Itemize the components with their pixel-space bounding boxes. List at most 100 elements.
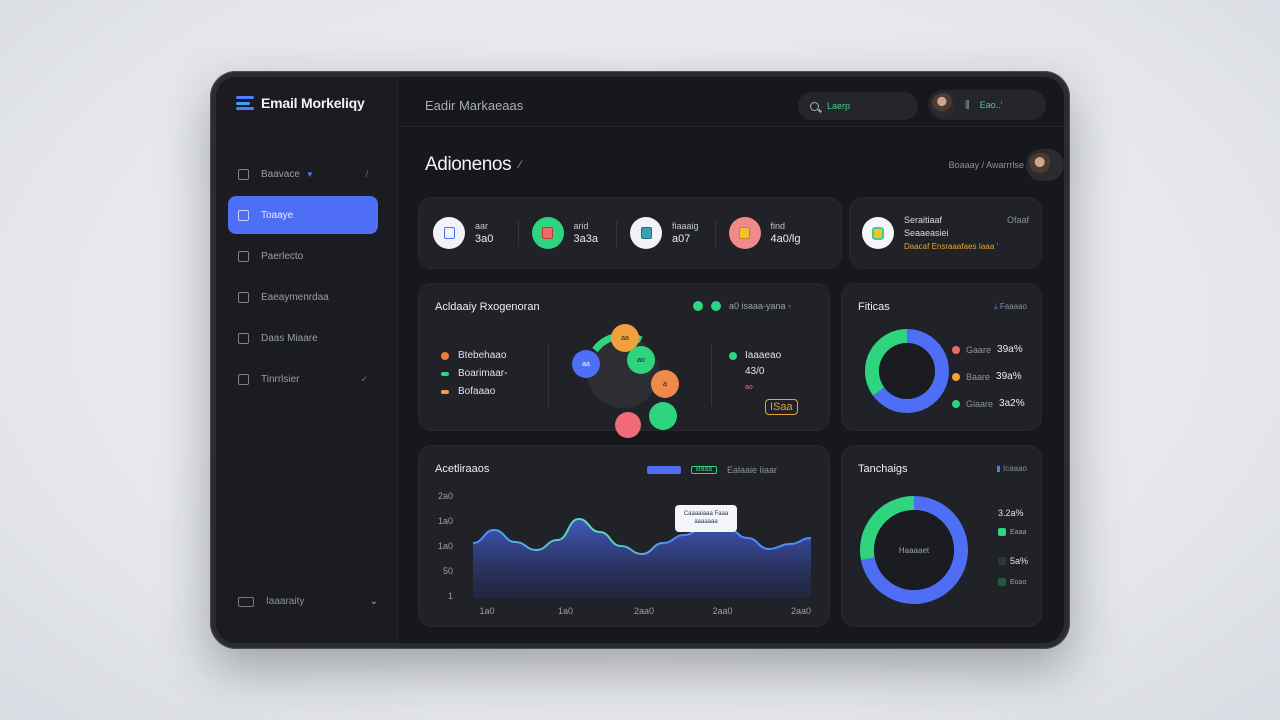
analytics-legend[interactable]: Baaa Ealaaie Iiaar — [647, 465, 777, 475]
analytics-title: Acetliraaos — [435, 463, 490, 475]
sidebar-item-2[interactable]: Toaaye — [228, 196, 378, 234]
bubble[interactable]: a — [651, 370, 679, 398]
promo-side: Ofaaf — [1006, 214, 1029, 225]
x-tick-label: 2aa0 — [791, 606, 811, 616]
x-tick-label: 1a0 — [479, 606, 494, 616]
tag-icon — [728, 217, 761, 249]
sidebar-item-5[interactable]: Daas Miaare — [228, 319, 378, 357]
legend-item: Baare 39a% — [952, 371, 1022, 382]
channels-link[interactable]: ▮ Icaaao — [996, 464, 1027, 473]
y-tick-label: 50 — [443, 566, 453, 576]
donut-slice-1[interactable] — [865, 329, 908, 396]
audience-legend-text: a0 isaaa-yana ◦ — [729, 301, 792, 311]
x-tick-label: 2aa0 — [712, 606, 732, 616]
legend-label: 3.2a% — [998, 508, 1024, 518]
status-badge[interactable]: ISaa — [765, 399, 798, 415]
notification-dot-icon: ▼ — [305, 169, 314, 179]
stat-item[interactable]: find 4a0/lg — [714, 217, 828, 249]
badge-icon — [862, 217, 894, 249]
y-tick-label: 1a0 — [438, 541, 453, 551]
promo-line2: Seaaeasiei — [904, 227, 949, 238]
tablet-frame: Email Morkeliqy Baavace ▼ / Toaaye Paerl… — [210, 71, 1070, 649]
chevron-icon: / — [365, 169, 368, 179]
sidebar-item-label: Daas Miaare — [261, 332, 318, 344]
brand[interactable]: Email Morkeliqy — [236, 95, 365, 111]
sidebar-item-4[interactable]: Eaeaymenrdaa — [228, 278, 378, 316]
fitness-donut-chart — [865, 329, 949, 413]
calendar-icon — [238, 291, 249, 303]
main-content: Adionenos ⁄ Boaaay / Awarrrlse aar 3a0 — [398, 127, 1064, 643]
donut-center-label: Haaaaet — [899, 546, 930, 555]
legend-value: 3a2% — [999, 398, 1025, 409]
stats-card: aar 3a0 arid 3a3a fiaaaig a07 — [418, 197, 842, 269]
legend-label: Giaare — [966, 398, 994, 409]
legend-text: Ealaaie Iiaar — [727, 465, 778, 475]
columns-icon: ⫼ — [965, 99, 970, 111]
audience-legend[interactable]: a0 isaaa-yana ◦ — [693, 301, 791, 311]
stat-label: aar — [475, 221, 489, 231]
edit-icon[interactable]: ⁄ — [519, 159, 521, 171]
fitness-link-text: Faaaao — [999, 302, 1027, 311]
stat-item[interactable]: aar 3a0 — [433, 217, 532, 249]
sidebar-item-6[interactable]: Tinrrlsier ✓ — [228, 360, 378, 398]
stat-text: aar 3a0 — [475, 220, 493, 246]
search-input[interactable]: Laerp — [798, 92, 918, 120]
sidebar-footer[interactable]: Iaaaraity ⌄ — [238, 596, 378, 607]
donut-slice-0[interactable] — [860, 496, 968, 604]
app-screen: Email Morkeliqy Baavace ▼ / Toaaye Paerl… — [216, 77, 1064, 643]
donut-center — [879, 343, 935, 399]
fitness-link[interactable]: ⤓ Faaaao — [994, 302, 1027, 312]
fitness-title: Fiticas — [858, 301, 890, 313]
page-title: Adionenos ⁄ — [425, 154, 521, 176]
promo-card[interactable]: Seraitiaaf Ofaaf Seaaeasiei Daacaf Ensra… — [849, 197, 1042, 269]
menu-stack-icon — [236, 96, 254, 110]
legend-label: Eaaa — [1010, 528, 1027, 536]
audience-title: Acldaaiy Rxogenoran — [435, 301, 540, 313]
audience-summary: Iaaaeao 43/0 ao — [729, 348, 781, 396]
profile-button[interactable] — [1026, 149, 1064, 181]
document-icon — [433, 217, 465, 249]
stat-label: fiaaaig — [672, 221, 699, 231]
sidebar-item-label: Tinrrlsier — [261, 373, 300, 385]
green-dot-icon — [711, 301, 721, 311]
sidebar-item-1[interactable]: Baavace ▼ / — [228, 155, 378, 193]
bubble[interactable]: aa — [572, 350, 600, 378]
promo-title: Seraitiaaf — [904, 214, 943, 225]
legend-swatch — [998, 528, 1006, 536]
legend-value: 39a% — [996, 371, 1022, 382]
legend-label: 5a% — [1010, 556, 1029, 566]
breadcrumb[interactable]: Boaaay / Awarrrlse — [948, 160, 1024, 170]
stat-text: fiaaaig a07 — [672, 220, 699, 246]
sidebar-item-label: Eaeaymenrdaa — [261, 291, 329, 303]
area-line[interactable] — [472, 517, 812, 556]
legend-swatch — [998, 557, 1006, 565]
x-tick-label: 2aa0 — [634, 606, 654, 616]
fitness-card: Fiticas ⤓ Faaaao Gaare 39a% Baare 39a% Gia… — [841, 283, 1042, 431]
list-item-label: Boarimaar- — [458, 368, 508, 379]
top-bar: Eadir Markaeaas Laerp ⫼ Eao..’ — [398, 77, 1064, 127]
donut-slice-0[interactable] — [873, 329, 949, 413]
clipboard-icon — [630, 217, 662, 249]
stat-item[interactable]: fiaaaig a07 — [616, 217, 729, 249]
y-tick-label: 1 — [448, 591, 453, 601]
top-bar-title: Eadir Markaeaas — [425, 98, 524, 113]
legend-label: Baare — [966, 371, 991, 382]
summary-row: Iaaaeao — [729, 348, 781, 364]
donut-slice-1[interactable] — [860, 496, 915, 561]
user-menu[interactable]: ⫼ Eao..’ — [928, 90, 1046, 120]
stat-item[interactable]: arid 3a3a — [517, 217, 631, 249]
sidebar-item-label: Toaaye — [261, 209, 294, 221]
page-title-text: Adionenos — [425, 154, 512, 175]
avatar — [931, 93, 955, 117]
bubble[interactable] — [649, 402, 677, 430]
legend-label: Gaare — [966, 344, 992, 355]
avatar — [1028, 153, 1054, 179]
link-icon: ▮ — [996, 464, 1003, 473]
y-tick-label: 1a0 — [438, 516, 453, 526]
sidebar-footer-label: Iaaaraity — [266, 596, 305, 607]
list-item-label: Btebehaao — [458, 350, 507, 361]
sidebar-item-3[interactable]: Paerlecto — [228, 237, 378, 275]
stat-value: 3a3a — [573, 233, 598, 245]
bubble[interactable]: ao — [627, 346, 655, 374]
bubble[interactable] — [615, 412, 641, 438]
